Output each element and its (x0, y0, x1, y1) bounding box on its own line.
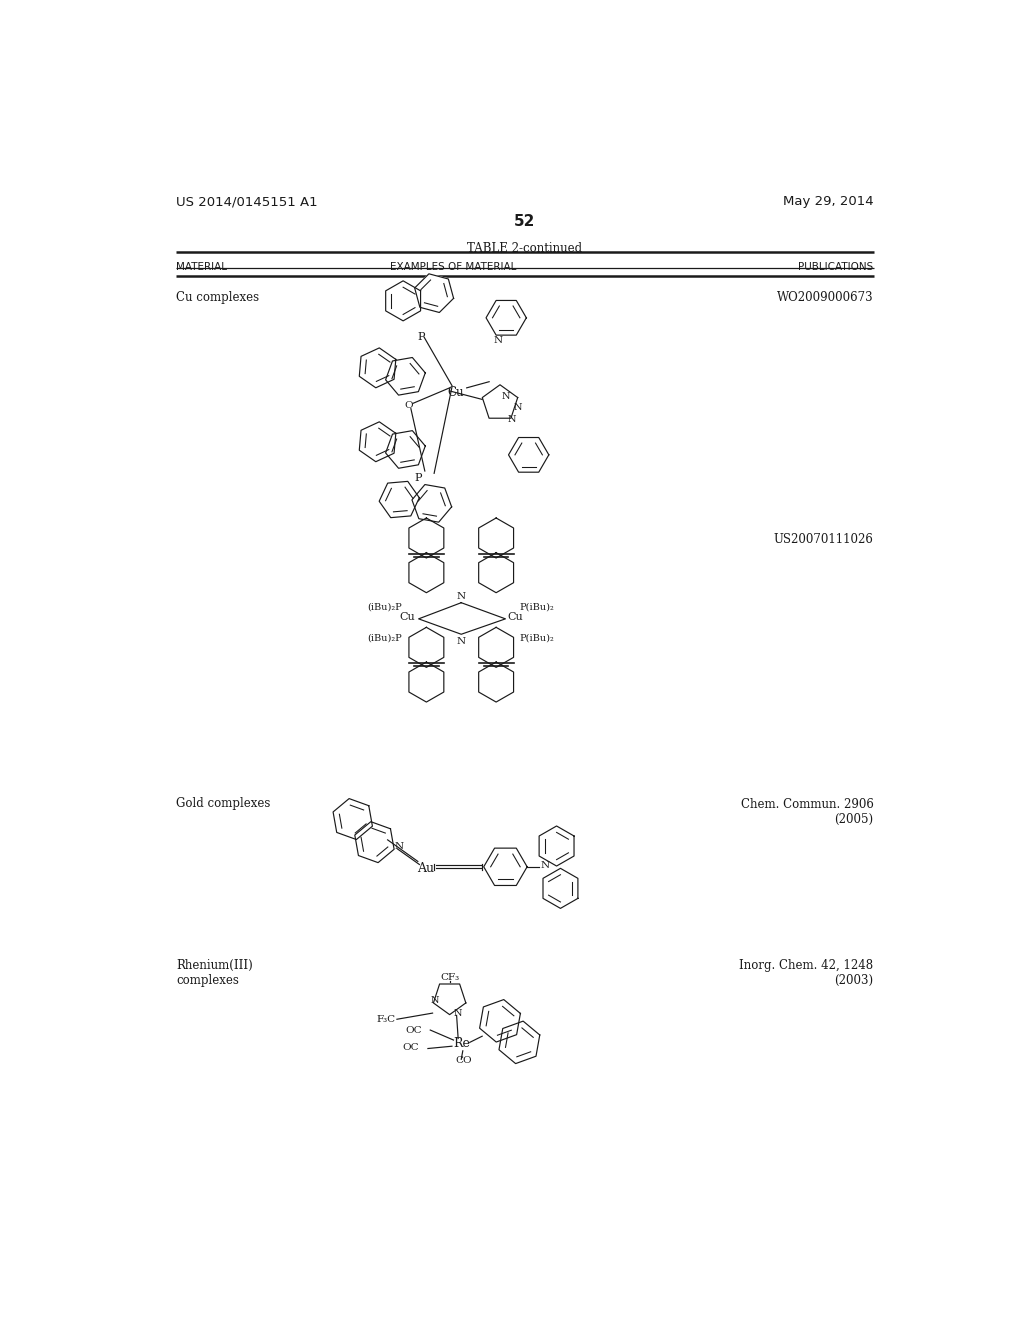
Polygon shape (543, 869, 578, 908)
Text: Cu complexes: Cu complexes (176, 290, 259, 304)
Text: OC: OC (402, 1043, 419, 1052)
Text: CF₃: CF₃ (440, 973, 459, 982)
Polygon shape (539, 826, 574, 866)
Polygon shape (486, 301, 526, 335)
Text: US 2014/0145151 A1: US 2014/0145151 A1 (176, 195, 317, 209)
Text: P(iBu)₂: P(iBu)₂ (519, 602, 554, 611)
Text: P: P (415, 473, 422, 483)
Polygon shape (386, 430, 425, 469)
Polygon shape (415, 273, 454, 313)
Polygon shape (483, 849, 527, 886)
Polygon shape (478, 627, 514, 668)
Polygon shape (509, 437, 549, 473)
Polygon shape (409, 517, 443, 558)
Text: Inorg. Chem. 42, 1248
(2003): Inorg. Chem. 42, 1248 (2003) (739, 960, 873, 987)
Polygon shape (433, 983, 466, 1015)
Text: US20070111026: US20070111026 (774, 533, 873, 546)
Polygon shape (482, 385, 518, 418)
Text: CO: CO (455, 1056, 472, 1065)
Text: P(iBu)₂: P(iBu)₂ (519, 634, 554, 643)
Polygon shape (412, 484, 452, 523)
Text: P: P (417, 331, 425, 342)
Text: Re: Re (453, 1038, 470, 1051)
Polygon shape (499, 1022, 540, 1064)
Polygon shape (409, 627, 443, 668)
Text: N: N (502, 392, 510, 401)
Polygon shape (409, 553, 443, 593)
Polygon shape (354, 821, 394, 863)
Text: N: N (494, 337, 502, 346)
Text: Cu: Cu (399, 611, 415, 622)
Text: N: N (454, 1008, 462, 1018)
Text: N: N (508, 414, 516, 424)
Polygon shape (359, 348, 396, 388)
Text: Gold complexes: Gold complexes (176, 797, 270, 810)
Text: Chem. Commun. 2906
(2005): Chem. Commun. 2906 (2005) (740, 797, 873, 825)
Text: N: N (541, 861, 550, 870)
Text: MATERIAL: MATERIAL (176, 263, 227, 272)
Text: N: N (394, 842, 403, 850)
Polygon shape (333, 799, 373, 840)
Text: N: N (457, 593, 466, 601)
Text: TABLE 2-continued: TABLE 2-continued (467, 242, 583, 255)
Text: (iBu)₂P: (iBu)₂P (367, 634, 401, 643)
Polygon shape (409, 663, 443, 702)
Polygon shape (386, 358, 425, 395)
Text: N: N (431, 995, 439, 1005)
Text: N: N (457, 636, 466, 645)
Polygon shape (478, 663, 514, 702)
Polygon shape (478, 553, 514, 593)
Text: Cu: Cu (507, 611, 522, 622)
Text: (iBu)₂P: (iBu)₂P (367, 602, 401, 611)
Polygon shape (479, 999, 520, 1041)
Polygon shape (386, 281, 421, 321)
Text: WO2009000673: WO2009000673 (777, 290, 873, 304)
Text: Rhenium(III)
complexes: Rhenium(III) complexes (176, 960, 253, 987)
Text: Au: Au (417, 862, 434, 875)
Text: EXAMPLES OF MATERIAL: EXAMPLES OF MATERIAL (390, 263, 517, 272)
Text: PUBLICATIONS: PUBLICATIONS (799, 263, 873, 272)
Polygon shape (359, 422, 396, 462)
Text: OC: OC (406, 1026, 423, 1035)
Text: May 29, 2014: May 29, 2014 (783, 195, 873, 209)
Text: 52: 52 (514, 214, 536, 228)
Text: Cu: Cu (447, 387, 464, 400)
Text: O: O (404, 401, 413, 411)
Text: N: N (513, 404, 521, 412)
Polygon shape (379, 482, 419, 517)
Text: F₃C: F₃C (376, 1015, 395, 1024)
Polygon shape (478, 517, 514, 558)
